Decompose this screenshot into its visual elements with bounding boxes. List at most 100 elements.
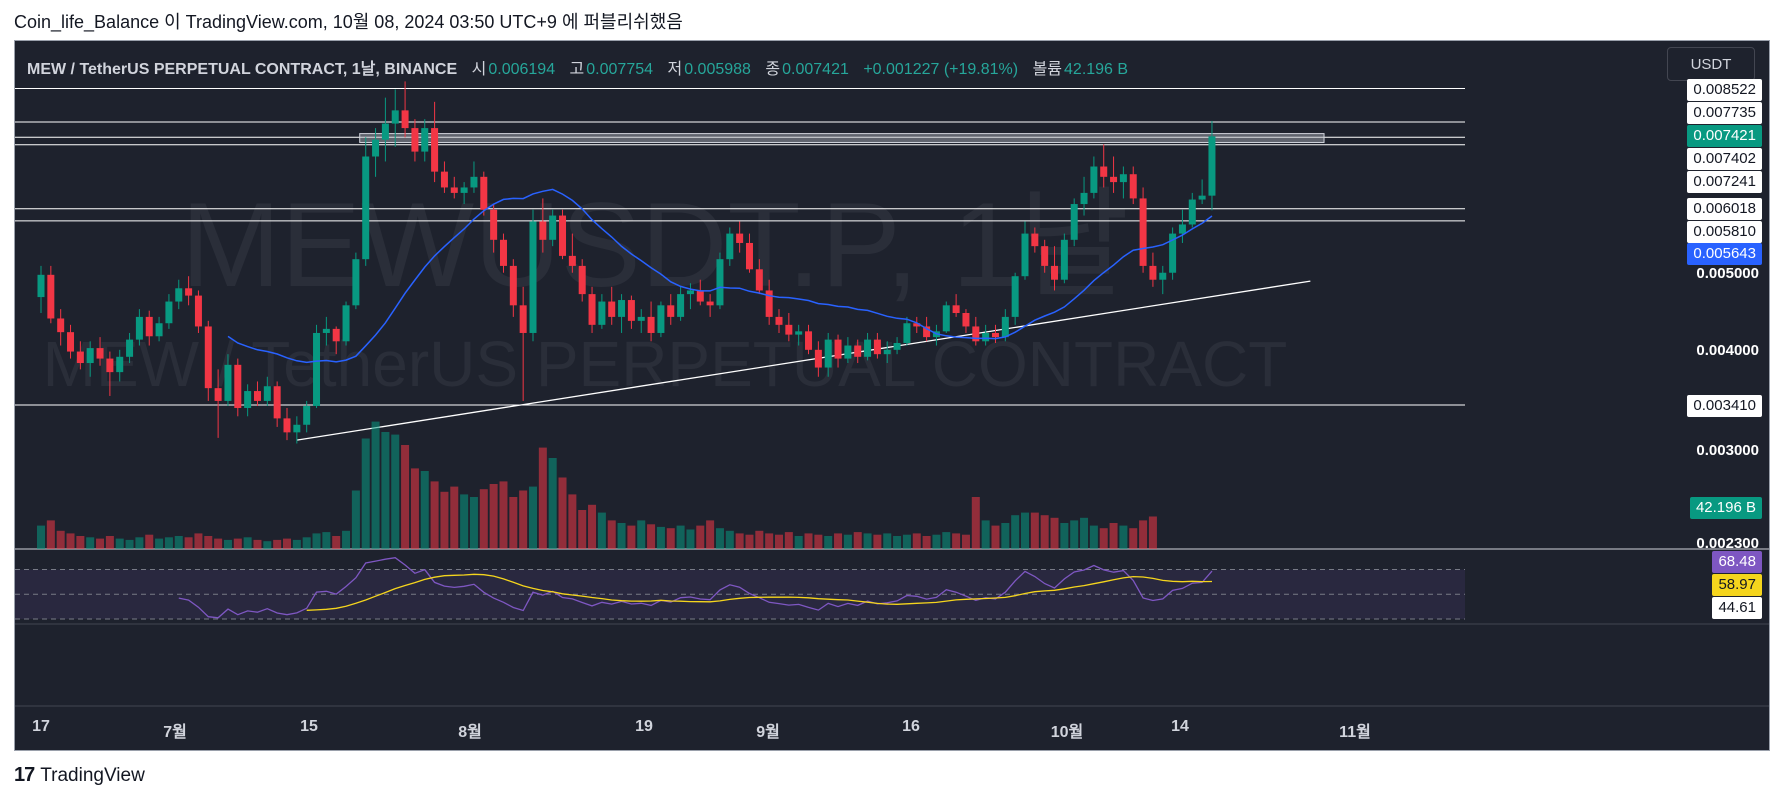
candle-body: [322, 328, 330, 333]
volume-bar: [469, 497, 478, 549]
volume-bar: [686, 529, 695, 549]
currency-button[interactable]: USDT: [1667, 47, 1755, 81]
high-value: 0.007754: [586, 61, 654, 78]
open-label: 시: [471, 61, 487, 78]
candle-body: [991, 332, 999, 338]
candle-body: [76, 351, 84, 364]
brand-name: TradingView: [40, 764, 145, 786]
candle-body: [1001, 316, 1009, 338]
candle-body: [637, 316, 645, 321]
rsi-ma-value-label: 58.97: [1712, 574, 1762, 596]
candle-body: [362, 156, 370, 260]
low-value: 0.005988: [684, 61, 751, 78]
time-tick: 14: [1171, 718, 1189, 735]
volume-bar: [1001, 523, 1010, 549]
volume-bar: [283, 538, 291, 549]
volume-bar: [273, 539, 282, 549]
volume-bar: [410, 468, 419, 549]
candle-body: [1159, 272, 1167, 280]
time-tick: 15: [300, 718, 318, 735]
volume-bar: [745, 534, 754, 549]
volume-bar: [194, 533, 203, 549]
candle-body: [667, 305, 675, 317]
rsi-line: [178, 557, 1213, 619]
candle-body: [1051, 265, 1059, 280]
low-label: 저: [667, 61, 683, 78]
volume-bar: [184, 537, 193, 549]
candle-body: [391, 110, 399, 124]
candle-body: [440, 171, 448, 188]
time-tick: 10월: [1050, 724, 1084, 741]
candle-body: [204, 326, 212, 389]
candle-body: [509, 265, 517, 306]
level-label: 0.005810: [1687, 221, 1762, 243]
volume-bar: [735, 533, 744, 549]
volume-bar: [952, 533, 961, 549]
price-tick: 0.003000: [1696, 442, 1759, 459]
volume-bar: [814, 534, 823, 549]
candle-body: [696, 290, 704, 302]
candle-body: [785, 324, 793, 335]
volume-bar: [656, 526, 665, 549]
volume-bar: [214, 538, 223, 549]
rsi-band-label: 44.61: [1712, 597, 1762, 619]
volume-bar: [1099, 528, 1108, 549]
high-label: 고: [569, 61, 585, 78]
candle-body: [1031, 233, 1039, 247]
candle-body: [893, 342, 901, 350]
candle-body: [1169, 233, 1177, 273]
candle-body: [1129, 174, 1137, 199]
level-label: 0.007735: [1687, 102, 1762, 124]
change-value: +0.001227 (+19.81%): [863, 61, 1019, 78]
candle-body: [381, 123, 389, 140]
candle-body: [539, 221, 547, 240]
price-tick: 0.005000: [1696, 265, 1759, 282]
candle-body: [1041, 246, 1049, 266]
candle-body: [1090, 166, 1098, 193]
candle-body: [755, 269, 763, 291]
volume-bar: [824, 536, 833, 549]
candle-body: [1060, 239, 1068, 280]
candle-body: [342, 305, 350, 342]
watermark-symbol: MEWUSDT.P, 1날: [181, 178, 1129, 312]
candle-body: [962, 312, 970, 327]
candle-body: [450, 187, 458, 193]
candle-body: [972, 326, 980, 342]
candle-body: [568, 255, 576, 266]
candle-body: [234, 364, 242, 409]
candle-body: [1011, 276, 1019, 317]
chart-frame[interactable]: MEWUSDT.P, 1날 MEW / TetherUS PERPETUAL CO…: [14, 40, 1770, 751]
volume-value: 42.196 B: [1064, 61, 1129, 78]
candle-body: [470, 176, 478, 188]
rsi-ma-line: [306, 573, 1213, 611]
volume-bar: [1060, 523, 1069, 549]
level-label: 0.007241: [1687, 171, 1762, 193]
candle-body: [657, 305, 665, 333]
volume-bar: [932, 534, 941, 549]
chart-canvas[interactable]: MEWUSDT.P, 1날 MEW / TetherUS PERPETUAL CO…: [15, 41, 1769, 750]
volume-bar: [204, 536, 213, 549]
level-label: 0.007402: [1687, 148, 1762, 170]
footer-brand[interactable]: 17 TradingView: [14, 764, 145, 787]
volume-bar: [981, 520, 990, 549]
volume-bar: [243, 537, 252, 549]
candle-body: [106, 358, 114, 373]
volume-bar: [725, 530, 734, 549]
candle-body: [165, 301, 173, 324]
time-tick: 8월: [458, 724, 482, 741]
candle-body: [480, 176, 488, 210]
candle-body: [647, 316, 655, 333]
volume-bar: [440, 491, 449, 549]
candle-body: [834, 339, 842, 359]
candle-body: [1021, 233, 1029, 277]
candle-body: [716, 259, 724, 306]
candle-body: [519, 305, 527, 333]
candle-body: [135, 316, 143, 340]
candle-body: [1178, 224, 1186, 234]
candle-body: [401, 110, 409, 129]
candle-body: [86, 348, 94, 364]
volume-bar: [873, 534, 882, 549]
volume-bar: [322, 532, 331, 549]
time-tick: 17: [32, 718, 50, 735]
symbol-name[interactable]: MEW / TetherUS PERPETUAL CONTRACT, 1날, B…: [27, 61, 458, 78]
